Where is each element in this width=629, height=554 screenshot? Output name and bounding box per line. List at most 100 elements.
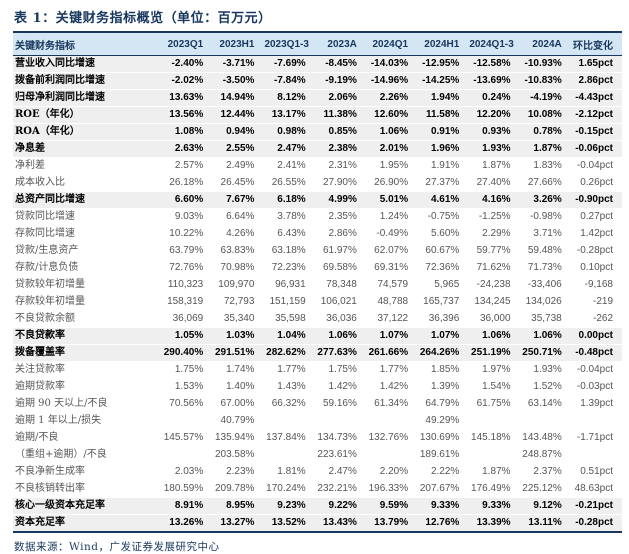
cell-value: -10.93% bbox=[519, 55, 571, 73]
cell-value: 11.58% bbox=[417, 106, 469, 124]
cell-value: 170.24% bbox=[263, 480, 315, 498]
cell-value: -0.21pct bbox=[570, 497, 622, 515]
cell-value: 5,965 bbox=[417, 276, 469, 294]
cell-value: 1.83% bbox=[519, 157, 571, 175]
cell-value: 1.06% bbox=[468, 327, 520, 345]
cell-value: 48,788 bbox=[365, 293, 418, 311]
cell-value: 130.69% bbox=[417, 429, 469, 447]
cell-value: 9.33% bbox=[468, 497, 520, 515]
cell-value: 27.90% bbox=[314, 174, 366, 192]
cell-value: -1.25% bbox=[468, 208, 520, 226]
cell-value: 36,396 bbox=[417, 310, 469, 328]
cell-value: 1.03% bbox=[212, 327, 264, 345]
cell-value: 290.40% bbox=[161, 344, 213, 362]
cell-value: 250.71% bbox=[519, 344, 571, 362]
row-label: 逾期 90 天以上/不良 bbox=[13, 395, 161, 413]
cell-value: 1.40% bbox=[212, 378, 264, 396]
header-period: 2024A bbox=[519, 32, 571, 56]
row-label: 净利差 bbox=[13, 157, 161, 175]
cell-value: -4.19% bbox=[519, 89, 571, 107]
cell-value: 9.59% bbox=[365, 497, 418, 515]
cell-value: 282.62% bbox=[263, 344, 315, 362]
cell-value: 2.47% bbox=[263, 140, 315, 158]
cell-value: 63.14% bbox=[519, 395, 571, 413]
cell-value: 13.79% bbox=[365, 514, 418, 533]
cell-value: 203.58% bbox=[212, 446, 264, 464]
cell-value: 110,323 bbox=[161, 276, 213, 294]
cell-value: 6.43% bbox=[263, 225, 315, 243]
cell-value: 1.52% bbox=[519, 378, 571, 396]
cell-value: 291.51% bbox=[212, 344, 264, 362]
cell-value: 13.63% bbox=[161, 89, 213, 107]
cell-value: 145.57% bbox=[161, 429, 213, 447]
cell-value: 1.87% bbox=[468, 463, 520, 481]
cell-value: 61.97% bbox=[314, 242, 366, 260]
cell-value: -0.48pct bbox=[570, 344, 622, 362]
cell-value: 158,319 bbox=[161, 293, 213, 311]
cell-value: 137.84% bbox=[263, 429, 315, 447]
row-label: 归母净利润同比增速 bbox=[13, 89, 161, 107]
cell-value: -0.75% bbox=[417, 208, 469, 226]
cell-value: 0.00pct bbox=[570, 327, 622, 345]
table-row: 营业收入同比增速 -2.40% -3.71% -7.69% -8.45% -14.03% -… bbox=[13, 55, 622, 73]
cell-value: 6.18% bbox=[263, 191, 315, 209]
cell-value: 60.67% bbox=[417, 242, 469, 260]
cell-value: 9.03% bbox=[161, 208, 213, 226]
row-label: 关注贷款率 bbox=[13, 361, 161, 379]
row-label: 不良核销转出率 bbox=[13, 480, 161, 498]
cell-value bbox=[161, 446, 213, 464]
cell-value: 109,970 bbox=[212, 276, 264, 294]
cell-value: 9.33% bbox=[417, 497, 469, 515]
cell-value: 0.78% bbox=[519, 123, 571, 141]
cell-value: 1.42% bbox=[314, 378, 366, 396]
cell-value: 48.63pct bbox=[570, 480, 622, 498]
table-row: 逾期 1 年以上/损失 40.79% 49.29% bbox=[13, 412, 622, 430]
cell-value: 135.94% bbox=[212, 429, 264, 447]
cell-value: -7.84% bbox=[263, 72, 315, 90]
row-label: 贷款同比增速 bbox=[13, 208, 161, 226]
cell-value: 1.87% bbox=[468, 157, 520, 175]
cell-value: 72,793 bbox=[212, 293, 264, 311]
cell-value: 1.08% bbox=[161, 123, 213, 141]
header-period: 2024Q1 bbox=[365, 32, 418, 56]
cell-value: 72.76% bbox=[161, 259, 213, 277]
cell-value bbox=[519, 412, 571, 430]
row-label: 成本收入比 bbox=[13, 174, 161, 192]
cell-value: 26.90% bbox=[365, 174, 418, 192]
header-period: 2023A bbox=[314, 32, 366, 56]
cell-value: 40.79% bbox=[212, 412, 264, 430]
cell-value: 1.91% bbox=[417, 157, 469, 175]
cell-value: 69.58% bbox=[314, 259, 366, 277]
cell-value: 134,245 bbox=[468, 293, 520, 311]
cell-value: -24,238 bbox=[468, 276, 520, 294]
cell-value: 0.10pct bbox=[570, 259, 622, 277]
cell-value: 10.22% bbox=[161, 225, 213, 243]
table-row: 存款同比增速 10.22% 4.26% 6.43% 2.86% -0.49% 5.60% 2.… bbox=[13, 225, 622, 243]
cell-value bbox=[365, 412, 418, 430]
cell-value: 26.45% bbox=[212, 174, 264, 192]
row-label: 资本充足率 bbox=[13, 514, 161, 533]
cell-value: 1.87% bbox=[519, 140, 571, 158]
cell-value: 7.67% bbox=[212, 191, 264, 209]
cell-value: 78,348 bbox=[314, 276, 366, 294]
cell-value: -8.45% bbox=[314, 55, 366, 73]
header-metric-name: 关键财务指标 bbox=[13, 32, 161, 56]
cell-value: -14.03% bbox=[365, 55, 418, 73]
table-row: 归母净利润同比增速 13.63% 14.94% 8.12% 2.06% 2.26% 1.94… bbox=[13, 89, 622, 107]
cell-value: 2.20% bbox=[365, 463, 418, 481]
cell-value: -0.98% bbox=[519, 208, 571, 226]
cell-value: 2.86% bbox=[314, 225, 366, 243]
table-row: 不良贷款率 1.05% 1.03% 1.04% 1.06% 1.07% 1.07% 1.06%… bbox=[13, 327, 622, 345]
cell-value: 35,738 bbox=[519, 310, 571, 328]
cell-value: 62.07% bbox=[365, 242, 418, 260]
table-row: 不良贷款余额 36,069 35,340 35,598 36,036 37,122 36,3… bbox=[13, 310, 622, 328]
cell-value: 13.26% bbox=[161, 514, 213, 533]
cell-value: 106,021 bbox=[314, 293, 366, 311]
cell-value: 0.51pct bbox=[570, 463, 622, 481]
table-row: 净利差 2.57% 2.49% 2.41% 2.31% 1.95% 1.91% 1.87% 1.… bbox=[13, 157, 622, 175]
cell-value: 13.17% bbox=[263, 106, 315, 124]
cell-value: 8.12% bbox=[263, 89, 315, 107]
cell-value: -3.50% bbox=[212, 72, 264, 90]
cell-value: 59.48% bbox=[519, 242, 571, 260]
cell-value bbox=[570, 412, 622, 430]
